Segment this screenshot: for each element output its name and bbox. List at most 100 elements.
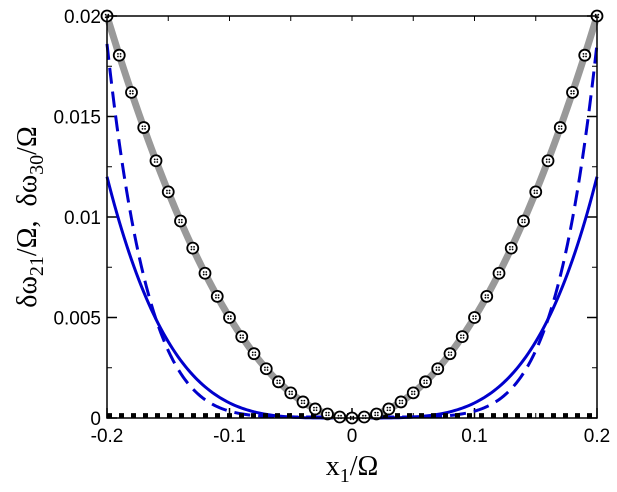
data-point-dot bbox=[119, 52, 122, 55]
data-point-circle bbox=[553, 121, 567, 134]
data-point bbox=[137, 121, 151, 134]
data-point-dot bbox=[104, 16, 107, 19]
data-point-circle bbox=[223, 311, 236, 324]
data-point-dot bbox=[156, 161, 159, 163]
data-point-dot bbox=[401, 402, 404, 405]
data-point-dot bbox=[523, 218, 526, 221]
data-point-circle bbox=[431, 362, 445, 376]
data-point-dot bbox=[349, 418, 352, 421]
data-point-circle bbox=[125, 85, 138, 99]
data-point-dot bbox=[217, 296, 220, 299]
data-point bbox=[406, 386, 420, 400]
data-point-dot bbox=[435, 369, 438, 371]
data-point-dot bbox=[202, 273, 205, 276]
data-point-dot bbox=[131, 92, 134, 95]
data-point-dot bbox=[144, 125, 146, 128]
data-point-dot bbox=[472, 315, 475, 318]
data-point-dot bbox=[499, 271, 502, 273]
data-point bbox=[504, 241, 518, 255]
data-point bbox=[259, 362, 273, 376]
data-point-dot bbox=[376, 411, 379, 414]
data-point-dot bbox=[104, 13, 107, 16]
data-point bbox=[455, 330, 469, 343]
data-point bbox=[272, 375, 285, 389]
data-point-dot bbox=[521, 218, 524, 221]
data-point-dot bbox=[129, 92, 132, 95]
data-point bbox=[210, 289, 224, 303]
data-point-dot bbox=[572, 90, 575, 92]
data-point-dot bbox=[594, 13, 597, 16]
x-axis-label: x1/Ω bbox=[326, 451, 379, 487]
data-point-dot bbox=[572, 92, 575, 95]
data-point-dot bbox=[180, 218, 183, 221]
data-point-circle bbox=[455, 330, 469, 343]
data-point-dot bbox=[460, 336, 462, 339]
data-point-dot bbox=[425, 379, 428, 382]
data-point-dot bbox=[205, 271, 208, 273]
data-point-dot bbox=[303, 399, 306, 402]
data-point-dot bbox=[447, 351, 450, 354]
x-tick-label: -0.1 bbox=[213, 426, 246, 447]
data-point-dot bbox=[533, 192, 536, 195]
data-point-dot bbox=[474, 317, 477, 320]
data-point-dot bbox=[499, 273, 502, 276]
data-point bbox=[370, 407, 383, 421]
data-point-dot bbox=[141, 127, 144, 130]
ticks: -0.2 -0.1 0 0.1 0.2 0 0.005 0.01 0.015 0.02 bbox=[53, 7, 610, 447]
data-point-dot bbox=[168, 189, 171, 192]
data-point-circle bbox=[333, 410, 347, 424]
data-point-dot bbox=[300, 399, 303, 402]
data-point-dot bbox=[266, 366, 269, 369]
data-point-dot bbox=[450, 351, 453, 354]
data-point-dot bbox=[484, 294, 487, 296]
data-point-dot bbox=[178, 221, 181, 224]
data-point-circle bbox=[419, 375, 432, 389]
data-point-circle bbox=[174, 214, 187, 228]
data-point-dot bbox=[153, 161, 156, 163]
data-point bbox=[419, 375, 432, 389]
data-point-dot bbox=[264, 369, 266, 371]
data-point-dot bbox=[337, 414, 340, 417]
data-point-dot bbox=[217, 294, 220, 296]
data-point-dot bbox=[107, 13, 110, 16]
data-point-dot bbox=[425, 382, 428, 385]
data-point-circle bbox=[149, 154, 163, 168]
data-point-dot bbox=[190, 248, 193, 251]
data-point bbox=[517, 214, 530, 228]
data-point bbox=[566, 85, 579, 99]
data-point-dot bbox=[266, 369, 269, 371]
data-point-dot bbox=[315, 406, 318, 409]
data-point-dot bbox=[450, 354, 453, 356]
data-point-dot bbox=[288, 393, 291, 396]
y-tick-label: 0.01 bbox=[64, 208, 101, 229]
data-point-dot bbox=[374, 411, 377, 414]
data-point-dot bbox=[560, 125, 563, 128]
data-point-dot bbox=[131, 90, 134, 92]
data-point bbox=[492, 266, 506, 280]
data-point-dot bbox=[411, 393, 413, 396]
data-point-dot bbox=[278, 379, 281, 382]
data-point-circle bbox=[259, 362, 273, 376]
data-point-dot bbox=[435, 366, 438, 369]
data-point-dot bbox=[215, 294, 217, 296]
data-point-circle bbox=[247, 347, 261, 361]
data-point-dot bbox=[242, 334, 244, 337]
data-point-dot bbox=[462, 334, 465, 337]
data-point-circle bbox=[161, 185, 175, 199]
data-point-dot bbox=[313, 406, 315, 409]
data-point-circle bbox=[321, 407, 334, 421]
data-point-circle bbox=[284, 386, 298, 400]
data-point-dot bbox=[327, 411, 330, 414]
data-point bbox=[541, 154, 555, 168]
data-point-dot bbox=[193, 245, 195, 248]
data-point-dot bbox=[413, 393, 416, 396]
data-point-dot bbox=[325, 414, 328, 417]
plot-frame bbox=[106, 15, 598, 419]
series-group bbox=[100, 9, 604, 425]
data-point-dot bbox=[548, 158, 551, 161]
data-point bbox=[529, 185, 543, 199]
data-point-dot bbox=[227, 317, 230, 320]
data-point-dot bbox=[168, 192, 171, 195]
data-point-dot bbox=[205, 273, 208, 276]
data-point-circle bbox=[517, 214, 530, 228]
